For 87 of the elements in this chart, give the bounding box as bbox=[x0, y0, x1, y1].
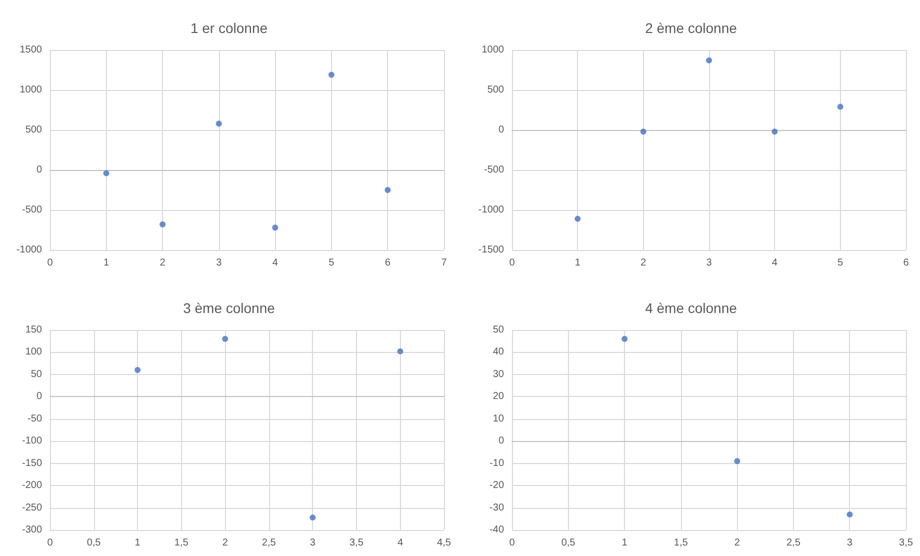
x-tick-label: 2 bbox=[222, 538, 228, 548]
y-tick-label: 100 bbox=[25, 346, 42, 358]
x-tick-label: 1 bbox=[574, 258, 581, 268]
y-tick-label: 500 bbox=[25, 124, 42, 136]
y-tick-label: -10 bbox=[490, 458, 504, 469]
x-tick-label: 2 bbox=[734, 538, 740, 548]
x-tick-label: 4,5 bbox=[437, 538, 452, 548]
point bbox=[837, 104, 844, 110]
point bbox=[160, 221, 166, 228]
point bbox=[103, 170, 110, 176]
x-tick-label: 4 bbox=[772, 258, 778, 268]
y-tick-label: -30 bbox=[490, 502, 504, 514]
y-tick-label: -250 bbox=[22, 502, 42, 514]
x-tick-label: 0,5 bbox=[561, 538, 576, 548]
x-tick-label: 3 bbox=[216, 258, 222, 268]
y-tick-label: -200 bbox=[22, 480, 42, 492]
x-tick-label: 1 bbox=[104, 258, 110, 268]
x-tick-label: 2 bbox=[640, 258, 647, 268]
y-tick-label: 0 bbox=[36, 164, 42, 176]
x-tick-label: 3 bbox=[310, 538, 316, 548]
y-tick-label: -40 bbox=[490, 524, 504, 536]
x-tick-label: 7 bbox=[441, 258, 448, 268]
point bbox=[272, 224, 278, 231]
x-tick-label: 1 bbox=[134, 538, 141, 548]
y-tick-label: 0 bbox=[498, 124, 504, 136]
y-tick-label: 0 bbox=[36, 391, 42, 402]
x-tick-label: 1,5 bbox=[174, 538, 189, 548]
chart-title: 4 ème colonne bbox=[645, 300, 738, 316]
x-tick-label: 5 bbox=[328, 258, 335, 268]
chart-title: 1 er colonne bbox=[190, 20, 268, 36]
point bbox=[846, 511, 853, 518]
chart-title: 3 ème colonne bbox=[183, 300, 276, 316]
point bbox=[734, 458, 740, 464]
y-tick-label: -1000 bbox=[478, 204, 504, 216]
point bbox=[772, 128, 778, 135]
x-tick-label: 1 bbox=[622, 538, 628, 548]
y-tick-label: -300 bbox=[22, 524, 42, 536]
point bbox=[222, 336, 228, 342]
y-tick-label: -150 bbox=[22, 458, 42, 469]
point bbox=[640, 128, 646, 135]
y-tick-label: 40 bbox=[492, 346, 504, 358]
y-tick-label: 150 bbox=[25, 324, 42, 336]
x-tick-label: 0,5 bbox=[86, 538, 102, 548]
x-tick-label: 6 bbox=[384, 258, 391, 268]
y-tick-label: -500 bbox=[22, 204, 42, 216]
y-tick-label: 50 bbox=[30, 368, 42, 380]
y-tick-label: 50 bbox=[492, 324, 504, 336]
y-tick-label: 20 bbox=[492, 391, 504, 402]
point bbox=[706, 57, 712, 64]
y-tick-label: -50 bbox=[28, 413, 42, 424]
x-tick-label: 2,5 bbox=[786, 538, 801, 548]
x-tick-label: 4 bbox=[272, 258, 278, 268]
x-tick-label: 6 bbox=[903, 258, 910, 268]
point bbox=[574, 216, 581, 222]
y-tick-label: 10 bbox=[492, 413, 504, 424]
y-tick-label: 30 bbox=[492, 368, 504, 380]
y-tick-label: 1000 bbox=[20, 84, 42, 96]
x-tick-label: 5 bbox=[838, 258, 844, 268]
y-tick-label: -1000 bbox=[16, 244, 42, 256]
point bbox=[310, 514, 316, 521]
y-tick-label: -100 bbox=[22, 436, 42, 447]
x-tick-label: 2,5 bbox=[262, 538, 276, 548]
point bbox=[622, 336, 628, 342]
y-tick-label: -500 bbox=[484, 164, 504, 176]
chart-title: 2 ème colonne bbox=[645, 20, 738, 36]
point bbox=[134, 367, 141, 373]
x-tick-label: 4 bbox=[397, 538, 404, 548]
y-tick-label: -20 bbox=[490, 480, 504, 492]
x-tick-label: 1,5 bbox=[674, 538, 688, 548]
x-tick-label: 0 bbox=[509, 538, 516, 548]
x-tick-label: 0 bbox=[47, 258, 54, 268]
x-tick-label: 3 bbox=[706, 258, 712, 268]
y-tick-label: 500 bbox=[487, 84, 504, 96]
x-tick-label: 3 bbox=[846, 538, 853, 548]
x-tick-label: 0 bbox=[47, 538, 54, 548]
y-tick-label: -1500 bbox=[478, 244, 504, 256]
x-tick-label: 0 bbox=[509, 258, 516, 268]
point bbox=[328, 72, 334, 78]
y-tick-label: 1500 bbox=[20, 44, 42, 56]
point bbox=[397, 348, 404, 354]
x-tick-label: 3,5 bbox=[899, 538, 914, 548]
point bbox=[384, 187, 391, 193]
point bbox=[216, 120, 222, 127]
y-tick-label: 0 bbox=[498, 436, 504, 447]
x-tick-label: 2 bbox=[160, 258, 166, 268]
y-tick-label: 1000 bbox=[482, 44, 504, 56]
x-tick-label: 3,5 bbox=[349, 538, 364, 548]
